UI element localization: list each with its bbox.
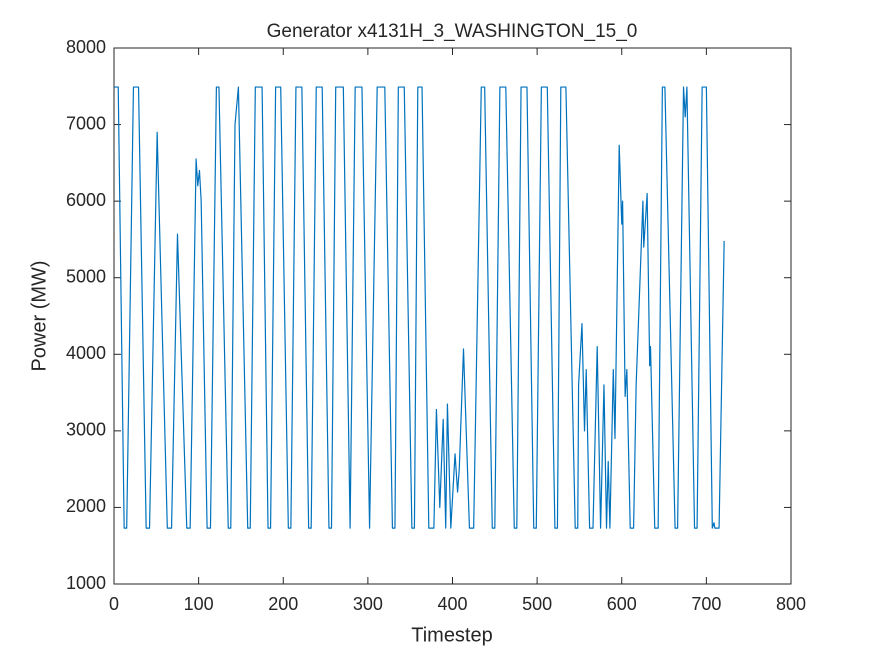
y-tick-label: 4000 [66,343,106,363]
y-axis-label: Power (MW) [28,260,50,371]
x-tick-label: 500 [522,594,552,614]
y-tick-label: 6000 [66,190,106,210]
x-tick-label: 0 [109,594,119,614]
y-tick-label: 3000 [66,420,106,440]
x-tick-label: 800 [776,594,806,614]
y-tick-label: 8000 [66,37,106,57]
y-tick-label: 5000 [66,266,106,286]
x-tick-label: 300 [353,594,383,614]
x-tick-label: 200 [268,594,298,614]
chart-title: Generator x4131H_3_WASHINGTON_15_0 [267,21,638,42]
data-line [114,86,725,529]
y-tick-label: 7000 [66,113,106,133]
x-tick-label: 400 [437,594,467,614]
x-tick-label: 600 [607,594,637,614]
x-tick-label: 100 [184,594,214,614]
x-axis-label: Timestep [411,624,493,646]
x-tick-label: 700 [691,594,721,614]
y-tick-label: 1000 [66,573,106,593]
y-tick-label: 2000 [66,496,106,516]
